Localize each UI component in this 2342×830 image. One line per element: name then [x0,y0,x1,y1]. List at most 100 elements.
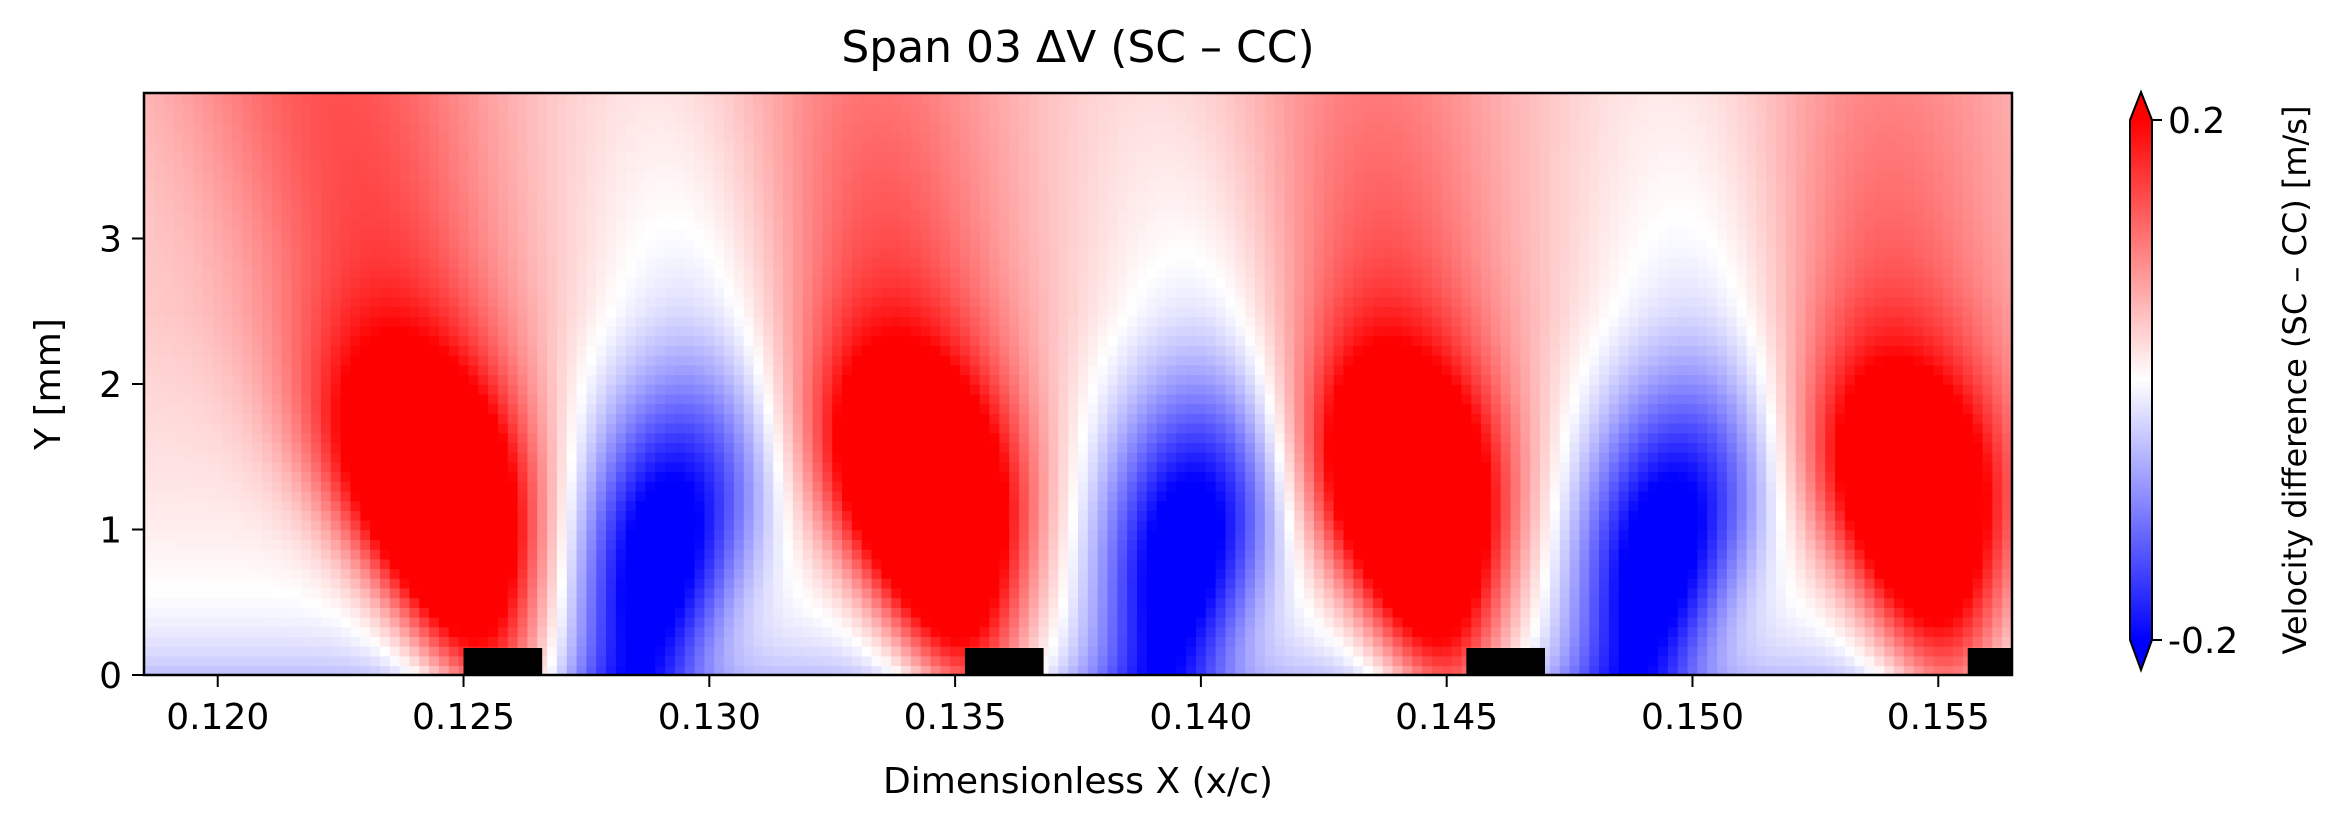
heatmap-cell [350,529,362,540]
heatmap-cell [311,655,322,667]
heatmap-cell [429,422,440,434]
heatmap-cell [615,248,627,259]
heatmap-cell [674,578,686,589]
heatmap-cell [566,568,578,579]
heatmap-cell [153,607,165,618]
heatmap-cell [370,160,381,172]
heatmap-cell [271,228,283,240]
heatmap-cell [891,539,902,550]
heatmap-cell [812,500,824,511]
heatmap-cell [566,403,578,414]
heatmap-cell [281,306,293,317]
heatmap-cell [724,306,735,317]
heatmap-cell [940,481,951,492]
heatmap-cell [144,413,155,424]
heatmap-cell [537,481,548,492]
heatmap-cell [950,112,961,123]
heatmap-cell [173,607,185,618]
heatmap-cell [704,160,716,172]
heatmap-cell [812,209,824,220]
heatmap-cell [429,384,440,395]
heatmap-cell [183,403,194,414]
heatmap-cell [842,655,853,667]
heatmap-cell [733,228,745,240]
heatmap-cell [507,587,519,599]
heatmap-cell [714,335,725,346]
heatmap-cell [409,413,421,424]
heatmap-cell [488,616,499,628]
heatmap-cell [537,655,548,667]
heatmap-cell [881,180,892,191]
heatmap-cell [645,335,657,346]
heatmap-cell [783,519,794,531]
heatmap-cell [655,432,666,443]
heatmap-cell [743,597,755,608]
heatmap-cell [183,384,194,395]
heatmap-cell [556,151,568,162]
heatmap-cell [488,122,499,133]
heatmap-cell [851,325,863,337]
heatmap-cell [232,170,244,182]
heatmap-cell [379,112,391,123]
heatmap-cell [419,413,430,424]
heatmap-cell [242,306,253,317]
heatmap-cell [252,510,263,521]
heatmap-cell [419,151,430,162]
heatmap-cell [773,626,784,637]
heatmap-cell [232,93,244,104]
heatmap-cell [360,170,371,182]
heatmap-cell [468,374,480,385]
heatmap-cell [655,568,666,579]
heatmap-cell [606,548,617,560]
heatmap-cell [851,248,863,259]
heatmap-cell [842,151,853,162]
heatmap-cell [330,219,342,230]
heatmap-cell [448,199,460,211]
heatmap-cell [783,510,794,521]
heatmap-cell [183,461,194,473]
heatmap-cell [458,413,470,424]
heatmap-cell [252,539,263,550]
heatmap-cell [478,607,489,618]
heatmap-cell [556,413,568,424]
heatmap-cell [635,267,647,279]
heatmap-cell [163,374,175,385]
heatmap-cell [674,451,686,463]
heatmap-cell [596,558,607,570]
heatmap-cell [468,257,480,269]
heatmap-cell [144,190,155,201]
heatmap-cell [202,277,214,288]
heatmap-cell [330,451,342,463]
heatmap-cell [881,364,892,376]
heatmap-cell [851,122,863,133]
heatmap-cell [478,490,489,502]
heatmap-cell [222,422,234,434]
heatmap-cell [891,597,902,608]
heatmap-cell [429,461,440,473]
heatmap-cell [488,151,499,162]
heatmap-cell [478,160,489,172]
heatmap-cell [517,345,529,356]
heatmap-cell [360,548,371,560]
heatmap-cell [301,248,312,259]
heatmap-cell [261,93,273,104]
heatmap-cell [232,548,244,560]
heatmap-cell [202,102,214,114]
heatmap-cell [861,151,873,162]
heatmap-cell [547,267,558,279]
heatmap-cell [556,500,568,511]
heatmap-cell [871,102,883,114]
heatmap-cell [517,607,529,618]
heatmap-cell [812,131,824,143]
heatmap-cell [861,607,873,618]
heatmap-cell [232,345,244,356]
heatmap-cell [330,374,342,385]
heatmap-cell [871,248,883,259]
heatmap-cell [743,393,755,405]
heatmap-cell [488,451,499,463]
heatmap-cell [193,141,204,152]
heatmap-cell [920,199,932,211]
heatmap-cell [438,151,450,162]
heatmap-cell [360,151,371,162]
